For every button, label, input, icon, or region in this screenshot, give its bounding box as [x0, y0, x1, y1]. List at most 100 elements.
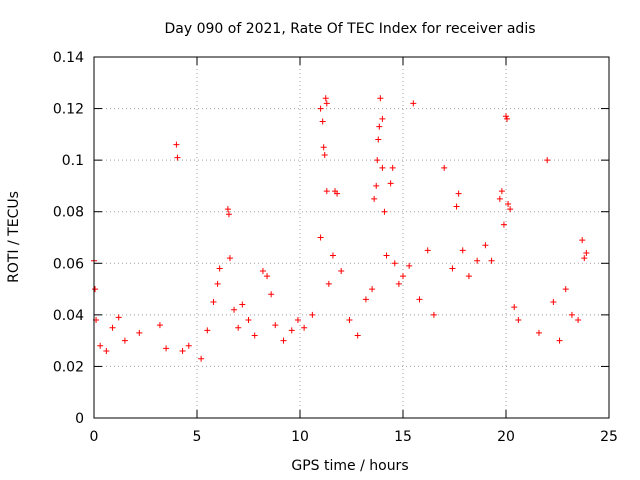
data-point [373, 182, 380, 189]
data-point [482, 242, 489, 249]
data-point [329, 252, 336, 259]
x-tick-label: 0 [90, 429, 99, 445]
axis-ticks: 0 0.02 0.04 0.06 0.08 0.1 0.12 0.14 0 5 10 15 20 25 [53, 50, 618, 445]
data-point [583, 249, 590, 256]
x-tick-label: 20 [497, 429, 515, 445]
x-tick-label: 25 [600, 429, 618, 445]
data-point [173, 141, 180, 148]
data-point [511, 304, 518, 311]
y-tick-label: 0.04 [53, 308, 84, 324]
data-point [550, 298, 557, 305]
data-point [505, 200, 512, 207]
data-point [465, 273, 472, 280]
data-point [321, 151, 328, 158]
data-point [379, 164, 386, 171]
data-point [214, 280, 221, 287]
data-point [568, 311, 575, 318]
data-point [395, 280, 402, 287]
data-point [259, 268, 266, 275]
data-point [387, 180, 394, 187]
data-point [226, 255, 233, 262]
data-point [121, 337, 128, 344]
data-point [280, 337, 287, 344]
data-point [362, 296, 369, 303]
data-point [97, 342, 104, 349]
data-point [239, 301, 246, 308]
data-point [156, 322, 163, 329]
data-point [136, 329, 143, 336]
data-point [562, 286, 569, 293]
data-point [323, 188, 330, 195]
data-point [474, 257, 481, 264]
data-point [224, 206, 231, 213]
data-point [504, 115, 511, 122]
data-point [579, 237, 586, 244]
data-point [430, 311, 437, 318]
plot-frame [93, 56, 610, 419]
data-point [92, 286, 99, 293]
x-tick-label: 5 [193, 429, 202, 445]
data-point [488, 257, 495, 264]
data-point [103, 347, 110, 354]
data-point [400, 273, 406, 280]
data-point [455, 190, 462, 197]
data-point [235, 324, 242, 331]
data-point [535, 329, 542, 336]
data-point [268, 291, 275, 298]
data-point [325, 280, 332, 287]
data-point [198, 355, 205, 362]
data-point [109, 324, 116, 331]
data-point [371, 195, 378, 202]
y-axis-label: ROTI / TECUs [6, 191, 22, 283]
data-point [441, 164, 448, 171]
y-tick-label: 0 [75, 411, 84, 427]
data-point [163, 345, 170, 352]
data-point [374, 157, 381, 164]
data-point [354, 332, 361, 339]
data-point [288, 327, 295, 334]
data-point [500, 221, 507, 228]
grid [94, 57, 609, 418]
data-point [115, 314, 122, 321]
data-point [204, 327, 211, 334]
data-point [424, 247, 431, 254]
data-point [459, 247, 466, 254]
data-point [544, 157, 551, 164]
y-tick-label: 0.06 [53, 256, 84, 272]
data-point [334, 190, 341, 197]
data-point [225, 211, 232, 218]
data-point [338, 268, 345, 275]
data-point [453, 203, 460, 210]
data-point [322, 95, 329, 102]
data-point [391, 260, 398, 267]
y-tick-label: 0.08 [53, 205, 84, 221]
data-point [210, 298, 217, 305]
data-point [449, 265, 456, 272]
data-point [383, 252, 390, 259]
data-point [320, 144, 327, 151]
data-point [575, 317, 582, 324]
data-point [346, 317, 353, 324]
data-point [294, 317, 301, 324]
data-point [498, 188, 505, 195]
x-axis-label: GPS time / hours [291, 458, 408, 474]
data-point [389, 164, 396, 171]
y-tick-label: 0.1 [62, 153, 84, 169]
data-point [179, 347, 186, 354]
data-point [375, 136, 382, 143]
data-point [581, 255, 588, 262]
data-point [185, 342, 192, 349]
data-point [503, 113, 509, 120]
y-tick-label: 0.14 [53, 50, 84, 66]
data-point [377, 95, 384, 102]
data-point [231, 306, 238, 313]
data-point [216, 265, 223, 272]
data-point [496, 195, 503, 202]
data-point [272, 322, 279, 329]
data-point [406, 262, 413, 269]
y-tick-label: 0.02 [53, 359, 84, 375]
data-point [379, 115, 386, 122]
data-point [301, 324, 308, 331]
data-point [416, 296, 423, 303]
data-point [264, 273, 271, 280]
